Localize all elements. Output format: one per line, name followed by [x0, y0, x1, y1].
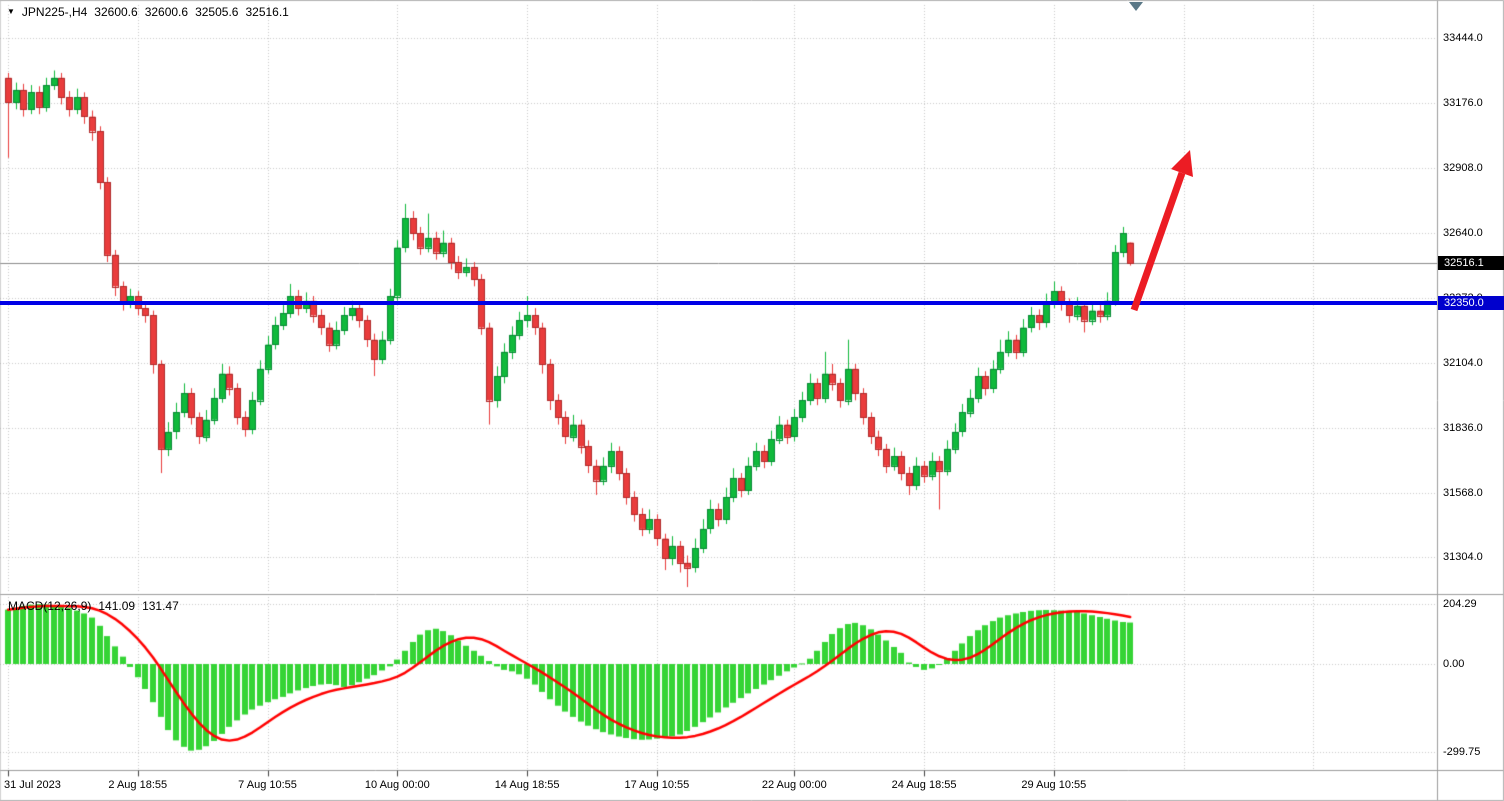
current-price-tag-value: 32516.1: [1444, 257, 1484, 269]
trend-arrow[interactable]: [1118, 138, 1210, 320]
price-axis-label: 32640.0: [1443, 226, 1483, 239]
support-price-tag-value: 32350.0: [1444, 297, 1484, 309]
macd-axis-label: 0.00: [1443, 658, 1465, 670]
time-axis-label: 31 Jul 2023: [4, 779, 61, 791]
macd-indicator-label: MACD(12,26,9) 141.09 131.47: [8, 599, 179, 613]
support-price-tag: 32350.0: [1438, 296, 1504, 310]
price-axis-label: 31304.0: [1443, 550, 1483, 563]
price-axis-label: 33444.0: [1443, 32, 1483, 44]
macd-value: 141.09: [98, 599, 136, 613]
macd-axis-label: -299.75: [1443, 746, 1481, 759]
time-axis-label: 7 Aug 10:55: [238, 779, 297, 791]
ohlc-open: 32600.6: [94, 5, 138, 19]
time-axis-label: 29 Aug 10:55: [1021, 779, 1087, 791]
price-axis-label: 31568.0: [1443, 486, 1483, 499]
time-axis-label: 17 Aug 10:55: [624, 779, 690, 791]
time-axis-label: 22 Aug 00:00: [761, 779, 827, 791]
ohlc-high: 32600.6: [144, 5, 189, 19]
macd-axis-label: 204.29: [1443, 598, 1477, 610]
chart-info-line: ▼ JPN225-,H4 32600.6 32600.6 32505.6 325…: [7, 5, 289, 19]
time-axis-label: 10 Aug 00:00: [364, 779, 430, 791]
macd-signal-value: 131.47: [142, 599, 179, 613]
chart-shift-marker-icon[interactable]: [1129, 2, 1143, 11]
time-axis-label: 14 Aug 18:55: [494, 779, 560, 791]
time-axis-label: 24 Aug 18:55: [891, 779, 957, 791]
price-axis-label: 32104.0: [1443, 356, 1483, 369]
ohlc-low: 32505.6: [195, 5, 239, 19]
price-axis-label: 32908.0: [1443, 161, 1483, 174]
macd-name: MACD(12,26,9): [8, 599, 92, 613]
current-price-tag: 32516.1: [1438, 256, 1504, 270]
ohlc-close: 32516.1: [245, 5, 289, 19]
symbol-title: JPN225-,H4: [21, 5, 88, 19]
symbol-dropdown-icon: ▼: [7, 7, 15, 16]
time-axis-label: 2 Aug 18:55: [108, 779, 168, 791]
price-axis-label: 33176.0: [1443, 96, 1483, 109]
price-axis-label: 31836.0: [1443, 421, 1483, 434]
support-horizontal-line[interactable]: [0, 301, 1437, 305]
